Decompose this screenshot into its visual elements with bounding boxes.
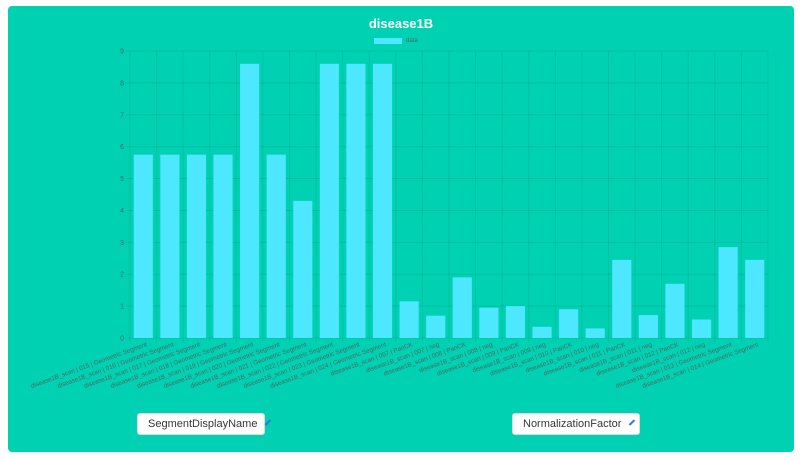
x-axis-select[interactable]: SegmentDisplayName — [137, 413, 272, 435]
bar — [160, 154, 180, 338]
bar — [133, 154, 153, 338]
chevron-down-icon — [629, 419, 636, 426]
bar — [745, 259, 765, 338]
bar — [559, 309, 579, 338]
bar — [532, 326, 552, 338]
bar — [266, 154, 286, 338]
y-tick-label: 1 — [120, 304, 124, 311]
bar — [346, 63, 366, 338]
bar — [665, 283, 685, 338]
bar — [452, 277, 472, 338]
bar — [691, 319, 712, 338]
legend-label: data — [406, 38, 418, 44]
bar — [213, 154, 233, 338]
bar — [319, 63, 339, 338]
bar — [479, 307, 499, 338]
bar — [426, 315, 446, 338]
y-tick-label: 9 — [120, 49, 124, 56]
bar — [293, 200, 313, 338]
legend[interactable]: data — [374, 38, 418, 44]
y-tick-label: 4 — [120, 208, 124, 215]
chart-title: disease1B — [368, 16, 434, 31]
bar — [186, 154, 207, 338]
bar — [585, 328, 605, 338]
x-axis-select-value: SegmentDisplayName — [148, 418, 258, 430]
y-axis-select-value: NormalizationFactor — [523, 418, 622, 430]
legend-swatch — [374, 38, 402, 44]
bar — [399, 301, 419, 338]
bar — [505, 306, 526, 338]
y-tick-label: 2 — [120, 272, 124, 279]
y-tick-label: 6 — [120, 144, 124, 151]
bar — [372, 63, 393, 338]
y-tick-label: 8 — [120, 80, 124, 87]
bar — [612, 259, 632, 338]
y-tick-label: 7 — [120, 112, 124, 119]
y-tick-label: 0 — [120, 336, 124, 343]
bar — [638, 315, 658, 338]
bar — [240, 63, 260, 338]
y-tick-label: 3 — [120, 240, 124, 247]
y-axis-select[interactable]: NormalizationFactor — [512, 413, 640, 435]
y-tick-label: 5 — [120, 176, 124, 183]
bar — [718, 247, 738, 338]
